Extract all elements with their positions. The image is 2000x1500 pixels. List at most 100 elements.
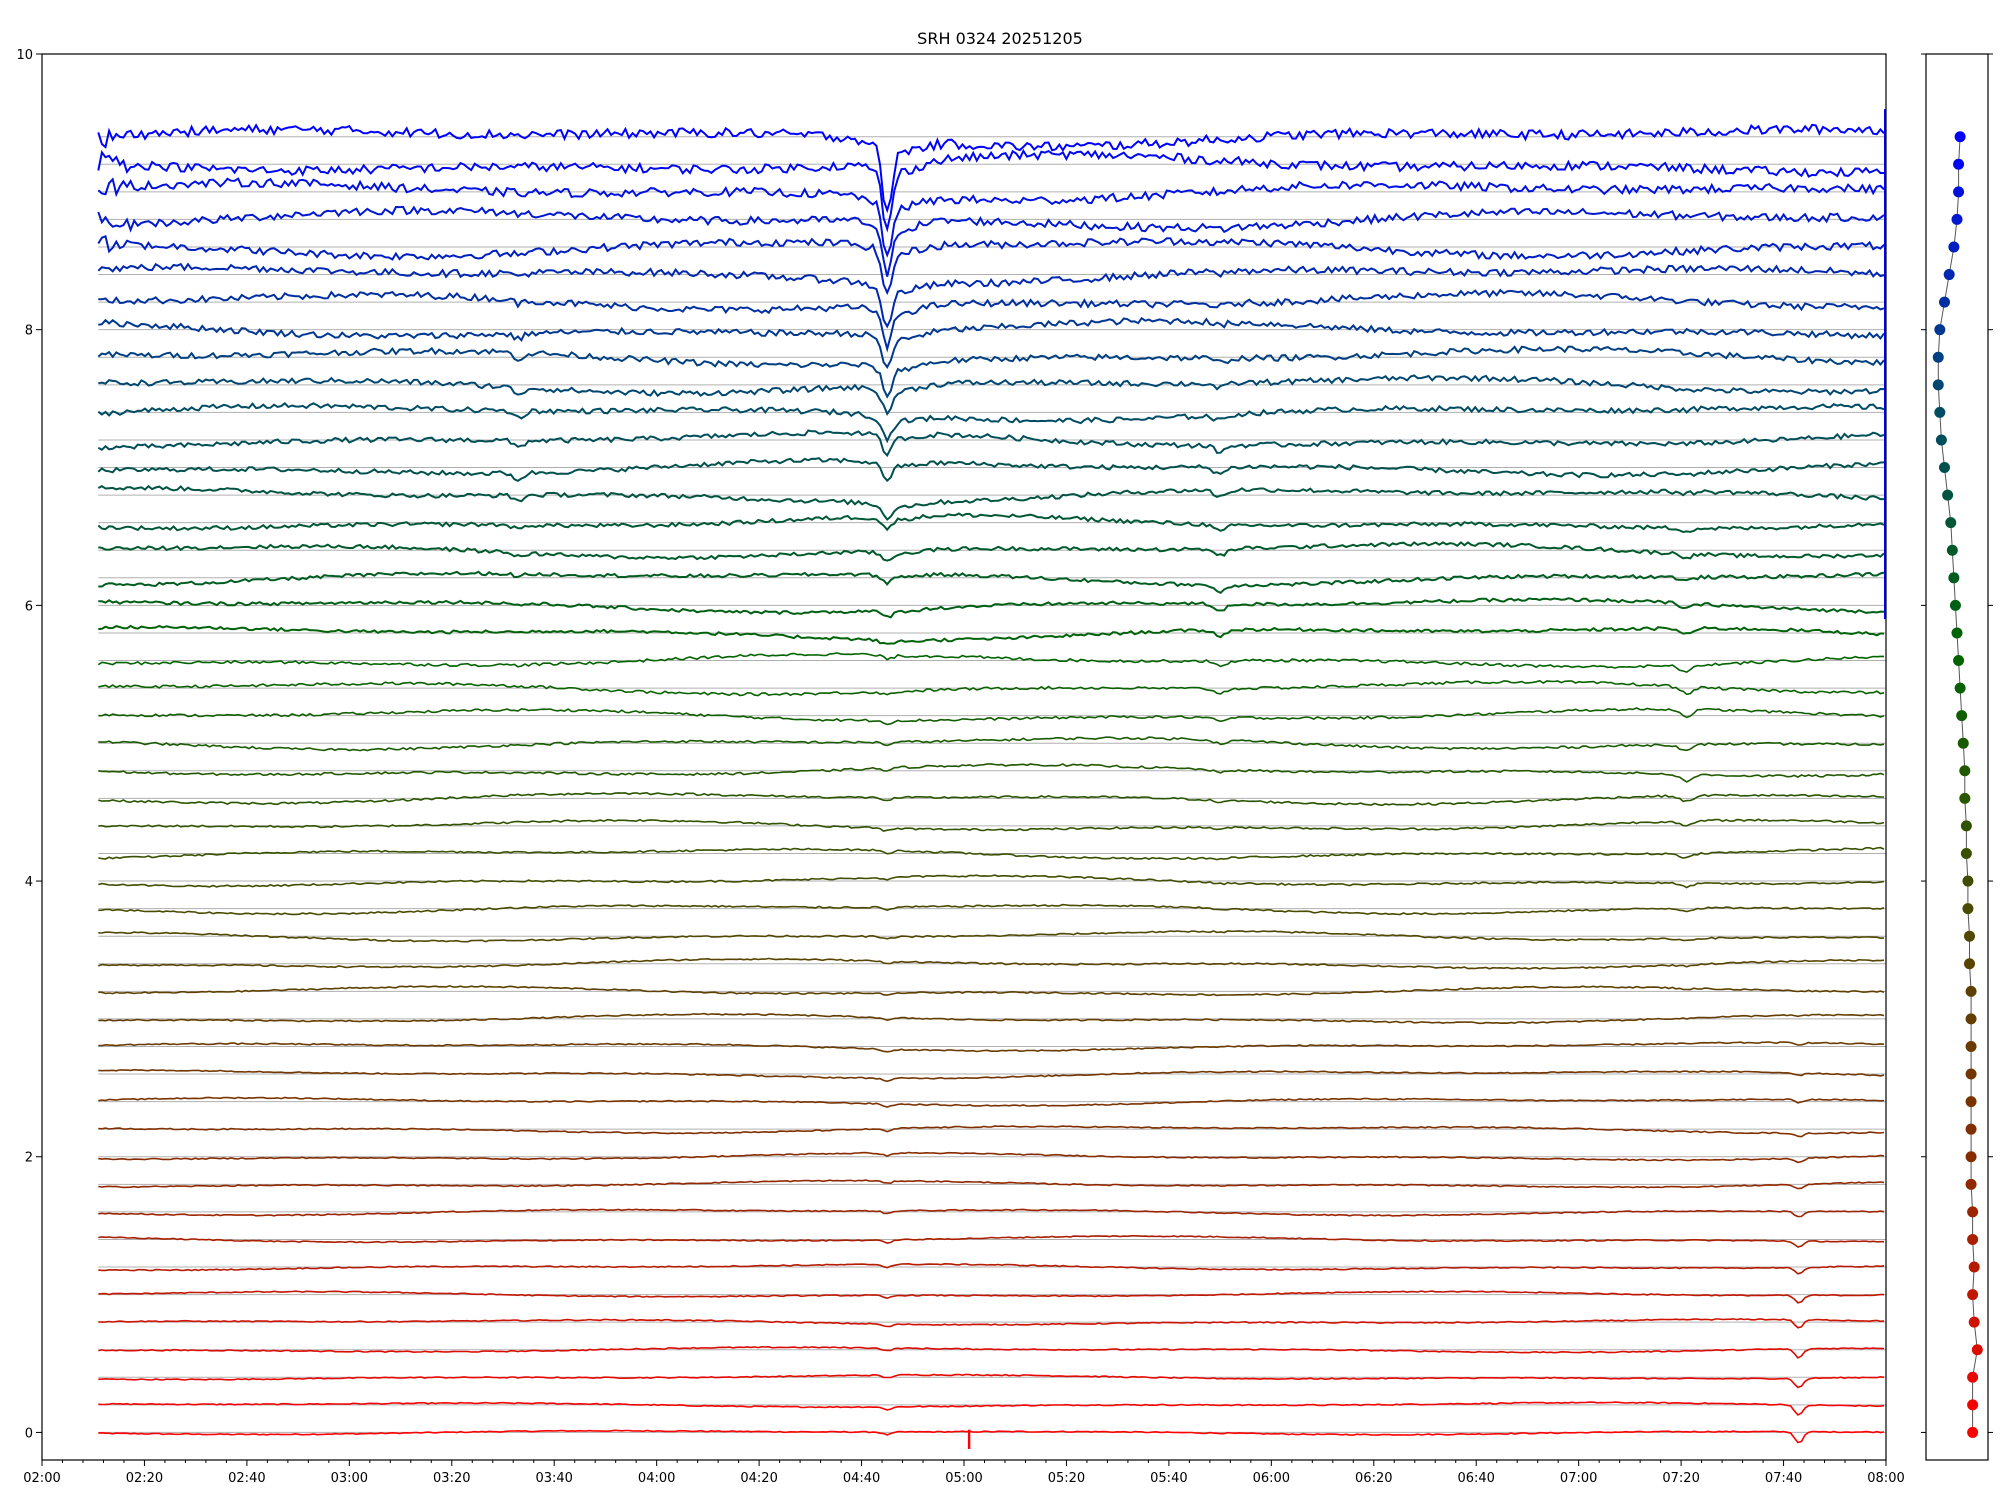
series-line-44	[97, 205, 1885, 277]
x-tick-label: 05:20	[1048, 1471, 1085, 1486]
series-line-30	[98, 597, 1885, 619]
series-line-47	[97, 123, 1885, 214]
side-point-43	[1948, 241, 1960, 253]
y-tick-label: 6	[25, 599, 33, 614]
series-line-4	[98, 1317, 1885, 1329]
side-point-15	[1965, 1013, 1977, 1025]
x-tick-label: 02:20	[126, 1471, 163, 1486]
series-line-28	[97, 652, 1884, 673]
side-point-0	[1967, 1426, 1979, 1438]
series-line-35	[97, 457, 1885, 483]
side-point-31	[1948, 572, 1960, 584]
series-line-18	[98, 930, 1885, 943]
series-line-9	[98, 1179, 1885, 1190]
x-tick-label: 07:40	[1765, 1471, 1802, 1486]
series-line-40	[98, 316, 1885, 369]
side-point-19	[1962, 903, 1974, 915]
side-point-34	[1942, 489, 1954, 501]
side-point-36	[1935, 434, 1947, 446]
y-tick-label: 10	[16, 48, 33, 63]
side-plot-area	[1921, 53, 1993, 1461]
side-point-16	[1965, 985, 1977, 997]
side-point-13	[1965, 1068, 1977, 1080]
y-tick-label: 8	[25, 324, 33, 339]
series-line-33	[97, 512, 1885, 534]
series-line-13	[98, 1068, 1885, 1083]
series-line-12	[98, 1096, 1885, 1108]
series-line-5	[98, 1290, 1884, 1304]
series-line-15	[98, 1012, 1885, 1025]
series-line-37	[97, 401, 1885, 444]
side-point-1	[1967, 1399, 1979, 1411]
x-tick-label: 06:40	[1457, 1471, 1494, 1486]
side-point-26	[1956, 710, 1968, 722]
side-point-24	[1959, 765, 1971, 777]
side-point-44	[1951, 213, 1963, 225]
side-plot-frame	[1925, 53, 1989, 1461]
x-tick-label: 05:00	[945, 1471, 982, 1486]
series-line-14	[98, 1041, 1885, 1053]
side-point-14	[1965, 1040, 1977, 1052]
series-line-46	[97, 148, 1884, 233]
side-point-45	[1953, 186, 1965, 198]
x-tick-label: 07:20	[1662, 1471, 1699, 1486]
series-line-21	[98, 846, 1885, 861]
x-tick-label: 03:00	[331, 1471, 368, 1486]
series-line-8	[98, 1208, 1885, 1218]
series-line-11	[98, 1125, 1885, 1138]
side-point-32	[1946, 544, 1958, 556]
side-point-40	[1934, 324, 1946, 336]
side-point-27	[1954, 682, 1966, 694]
side-point-37	[1934, 406, 1946, 418]
series-line-31	[98, 570, 1885, 594]
side-point-10	[1965, 1151, 1977, 1163]
side-point-39	[1932, 351, 1944, 363]
side-point-17	[1964, 958, 1975, 970]
side-point-9	[1965, 1178, 1977, 1190]
series-line-19	[98, 903, 1885, 916]
side-point-38	[1932, 379, 1944, 391]
side-point-29	[1951, 627, 1963, 639]
side-point-7	[1967, 1233, 1979, 1245]
x-tick-label: 03:20	[433, 1471, 470, 1486]
side-point-23	[1959, 792, 1971, 804]
side-point-30	[1949, 599, 1961, 611]
series-line-34	[97, 484, 1884, 521]
series-line-45	[97, 177, 1885, 258]
side-point-22	[1960, 820, 1972, 832]
series-line-38	[98, 374, 1885, 416]
side-point-28	[1953, 655, 1965, 667]
series-line-23	[98, 791, 1885, 807]
x-tick-label: 04:00	[638, 1471, 675, 1486]
series-line-17	[98, 957, 1885, 970]
side-point-5	[1967, 1289, 1979, 1301]
series-line-3	[98, 1345, 1885, 1359]
x-tick-label: 06:20	[1355, 1471, 1392, 1486]
main-series-group	[97, 109, 1886, 1449]
y-tick-label: 0	[25, 1426, 33, 1441]
x-tick-label: 05:40	[1150, 1471, 1187, 1486]
side-point-3	[1971, 1344, 1983, 1356]
side-point-4	[1968, 1316, 1980, 1328]
chart-title: SRH 0324 20251205	[917, 29, 1083, 48]
x-tick-label: 07:00	[1560, 1471, 1597, 1486]
x-tick-label: 04:20	[740, 1471, 777, 1486]
side-point-47	[1954, 131, 1966, 143]
series-line-43	[97, 234, 1885, 296]
series-line-39	[97, 345, 1885, 399]
side-point-12	[1965, 1096, 1977, 1108]
series-line-16	[98, 984, 1885, 997]
side-point-33	[1945, 517, 1957, 529]
series-line-2	[98, 1373, 1885, 1389]
side-scatter-group	[1932, 131, 1983, 1438]
y-tick-label: 2	[25, 1151, 33, 1166]
side-point-20	[1962, 875, 1974, 887]
side-point-8	[1967, 1206, 1979, 1218]
series-line-26	[98, 707, 1885, 726]
side-point-46	[1953, 158, 1965, 170]
x-tick-label: 08:00	[1867, 1471, 1904, 1486]
x-tick-label: 04:40	[843, 1471, 880, 1486]
series-line-6	[98, 1262, 1885, 1275]
side-point-18	[1964, 930, 1975, 942]
